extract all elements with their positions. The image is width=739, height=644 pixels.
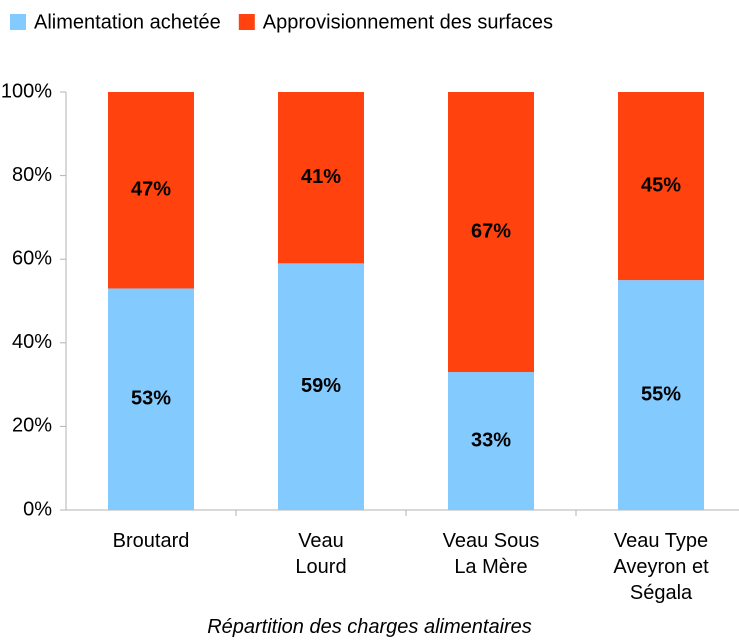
y-tick-label: 0% (23, 498, 52, 520)
data-label: 53% (131, 388, 171, 410)
y-tick-label: 80% (12, 164, 52, 186)
bar-segment (108, 288, 194, 510)
x-tick-label: Broutard (112, 530, 190, 552)
bar-segment (278, 92, 364, 264)
data-label: 55% (641, 383, 681, 405)
bar-segment (448, 372, 534, 510)
y-tick-label: 60% (12, 247, 52, 269)
legend-label: Alimentation achetée (34, 11, 221, 33)
bar-segment (108, 92, 194, 289)
data-label: 67% (471, 220, 511, 242)
y-tick-label: 100% (1, 80, 52, 102)
data-label: 41% (301, 166, 341, 188)
x-tick-label: Veau Lourd (295, 530, 347, 578)
bar-segment (448, 92, 534, 373)
legend-swatch (10, 14, 26, 30)
legend-label: Approvisionnement des surfaces (263, 11, 553, 33)
data-label: 33% (471, 429, 511, 451)
legend-swatch (238, 14, 255, 30)
bar-segment (618, 280, 704, 510)
x-tick-label: Veau Type Aveyron et Ségala (613, 530, 709, 604)
data-label: 45% (641, 174, 681, 196)
data-label: 47% (131, 179, 171, 201)
bar-segment (618, 92, 704, 281)
y-tick-label: 20% (12, 415, 52, 437)
y-tick-label: 40% (12, 331, 52, 353)
data-label: 59% (301, 375, 341, 397)
chart-title: Répartition des charges alimentaires (207, 616, 532, 638)
bar-segment (278, 263, 364, 510)
x-tick-label: Veau Sous La Mère (442, 530, 540, 578)
